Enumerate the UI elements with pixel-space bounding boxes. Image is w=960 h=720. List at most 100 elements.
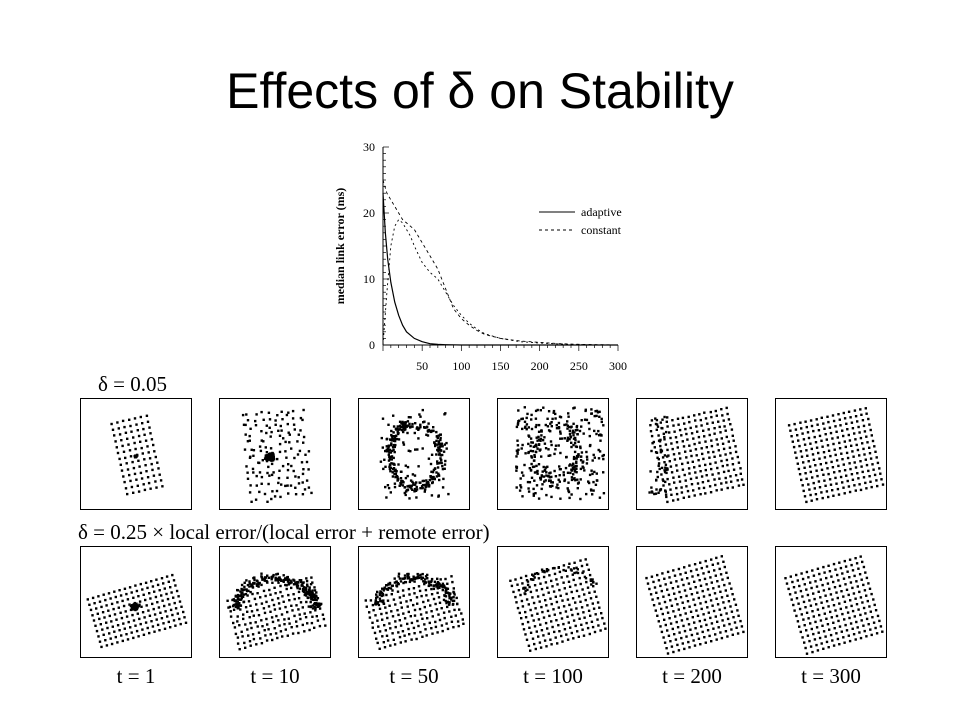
scatter-point — [823, 612, 826, 615]
scatter-point — [865, 594, 868, 597]
scatter-point — [566, 598, 570, 601]
scatter-point — [710, 622, 714, 625]
scatter-point — [562, 471, 565, 474]
scatter-point — [297, 482, 301, 485]
scatter-point — [705, 446, 708, 449]
scatter-point — [436, 443, 439, 446]
scatter-point — [599, 629, 602, 632]
scatter-point — [569, 426, 573, 429]
scatter-point — [524, 610, 527, 614]
scatter-point — [823, 479, 826, 482]
scatter-point — [820, 416, 823, 419]
scatter-point — [828, 426, 832, 429]
scatter-point — [856, 472, 859, 475]
scatter-point — [845, 451, 849, 455]
scatter-point — [390, 584, 393, 587]
scatter-point — [441, 465, 444, 468]
scatter-point — [395, 434, 398, 437]
scatter-point — [146, 420, 150, 423]
scatter-point — [258, 471, 262, 474]
scatter-point — [575, 461, 578, 464]
scatter-point — [709, 616, 712, 620]
scatter-point — [562, 564, 566, 567]
scatter-point — [453, 593, 456, 596]
scatter-point — [282, 580, 285, 583]
scatter-point — [428, 483, 431, 487]
scatter-point — [820, 601, 823, 604]
scatter-point — [417, 585, 421, 588]
scatter-point — [716, 443, 719, 446]
scatter-point — [116, 641, 119, 644]
y-tick-label: 0 — [369, 338, 375, 352]
scatter-point — [263, 457, 267, 460]
scatter-point — [419, 630, 422, 634]
scatter-point — [861, 560, 864, 564]
scatter-point — [385, 438, 388, 441]
scatter-point — [858, 590, 861, 594]
scatter-point — [828, 628, 831, 631]
scatter-point — [713, 592, 717, 595]
scatter-point — [575, 424, 579, 428]
scatter-point — [258, 461, 261, 465]
scatter-point — [575, 445, 579, 449]
scatter-point — [853, 615, 856, 618]
scatter-point — [659, 444, 662, 448]
scatter-point — [159, 479, 163, 482]
scatter-point — [395, 437, 399, 441]
scatter-point — [658, 602, 661, 605]
scatter-point — [802, 618, 805, 621]
scatter-point — [809, 622, 812, 625]
scatter-point — [695, 454, 698, 457]
scatter-point — [595, 582, 598, 585]
scatter-point — [657, 579, 661, 582]
scatter-point — [448, 594, 451, 598]
scatter-point — [406, 431, 409, 435]
scatter-point — [559, 451, 562, 455]
scatter-point — [673, 592, 676, 595]
scatter-point — [542, 634, 545, 637]
scatter-point — [576, 433, 579, 436]
scatter-point — [249, 644, 252, 647]
scatter-point — [435, 585, 438, 588]
scatter-point — [236, 642, 240, 645]
scatter-point — [859, 408, 862, 411]
scatter-point — [677, 567, 681, 571]
scatter-point — [591, 602, 594, 605]
scatter-point — [807, 460, 810, 463]
scatter-point — [841, 458, 844, 461]
scatter-point — [246, 628, 249, 631]
scatter-point — [158, 629, 161, 632]
scatter-point — [572, 477, 576, 481]
scatter-point — [102, 633, 105, 636]
scatter-point — [153, 590, 156, 593]
scatter-point — [298, 587, 302, 590]
scatter-point — [572, 455, 576, 459]
scatter-point — [730, 610, 734, 613]
scatter-point — [141, 422, 144, 425]
scatter-point — [558, 474, 561, 477]
scatter-point — [529, 449, 532, 453]
scatter-point — [404, 640, 407, 643]
scatter-point — [659, 625, 662, 628]
x-tick-label: 250 — [570, 359, 588, 373]
scatter-point — [567, 489, 570, 492]
scatter-point — [413, 614, 417, 617]
scatter-point — [267, 411, 271, 414]
scatter-point — [722, 419, 725, 422]
scatter-point — [862, 447, 865, 451]
scatter-point — [843, 600, 847, 603]
scatter-point — [865, 617, 869, 621]
scatter-point — [421, 617, 424, 620]
scatter-point — [576, 630, 579, 633]
scatter-point — [276, 577, 279, 581]
scatter-point — [700, 475, 704, 478]
scatter-point — [655, 591, 658, 594]
scatter-point — [396, 430, 399, 433]
scatter-point — [727, 440, 730, 443]
scatter-point — [287, 578, 291, 581]
scatter-point — [270, 452, 273, 456]
scatter-point — [538, 438, 541, 441]
scatter-point — [238, 624, 241, 627]
scatter-point — [583, 418, 587, 421]
scatter-point — [419, 425, 422, 429]
